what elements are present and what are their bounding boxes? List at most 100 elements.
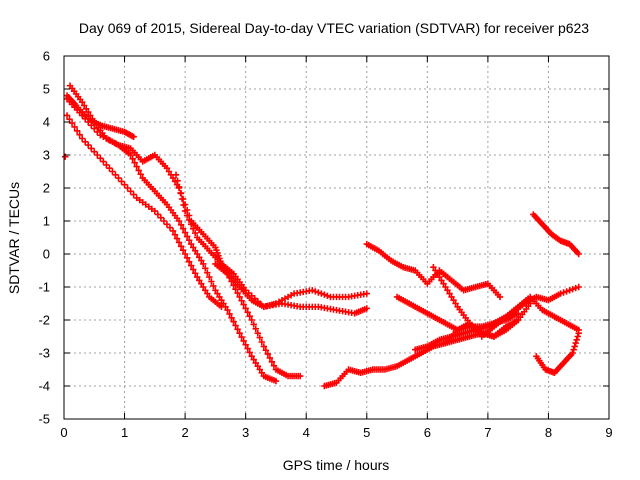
data-point <box>566 287 573 294</box>
y-tick-label: -1 <box>38 280 50 295</box>
data-point <box>180 201 187 209</box>
data-point <box>173 235 181 242</box>
data-point <box>212 287 219 294</box>
series-isolated <box>62 153 69 160</box>
data-point <box>81 138 89 145</box>
data-point <box>124 184 131 192</box>
data-point <box>127 188 134 195</box>
data-point <box>196 277 203 284</box>
data-point <box>270 362 278 369</box>
data-point <box>194 273 201 281</box>
data-point <box>256 366 263 373</box>
data-point <box>575 283 582 291</box>
data-point <box>436 273 443 281</box>
data-point <box>236 330 243 337</box>
data-point <box>165 168 173 175</box>
data-point <box>202 287 209 294</box>
data-point <box>85 108 92 116</box>
data-point <box>224 306 231 314</box>
y-tick-label: 3 <box>43 148 50 163</box>
data-point <box>85 141 92 149</box>
data-point <box>192 270 199 277</box>
data-point <box>187 221 195 228</box>
data-point <box>196 254 203 261</box>
data-point <box>169 227 177 235</box>
data-point <box>192 229 199 237</box>
data-point <box>137 171 144 178</box>
data-point <box>68 119 76 127</box>
data-point <box>157 214 165 221</box>
data-point <box>272 377 280 385</box>
y-tick-label: -2 <box>38 313 50 328</box>
data-point <box>181 250 189 258</box>
data-point <box>218 303 225 310</box>
data-point <box>163 221 171 228</box>
data-point <box>181 229 189 236</box>
x-axis-ticks: 0 1 2 3 4 5 6 7 8 9 <box>60 56 613 440</box>
data-point <box>432 267 439 274</box>
data-point <box>183 254 191 262</box>
data-point <box>226 310 233 318</box>
data-point <box>440 280 447 287</box>
data-point <box>315 289 322 296</box>
data-point <box>363 305 370 312</box>
data-point <box>575 250 582 258</box>
data-point <box>185 258 193 265</box>
data-point <box>214 290 221 297</box>
data-point <box>204 269 211 276</box>
data-point <box>127 151 134 159</box>
data-point <box>244 309 251 316</box>
data-point <box>175 217 183 225</box>
data-point <box>240 301 247 308</box>
data-point <box>200 260 207 268</box>
series-arc-10 <box>430 264 522 340</box>
data-point <box>109 168 116 175</box>
y-tick-label: -4 <box>38 379 50 394</box>
series-arc-13 <box>530 211 582 258</box>
data-point <box>78 99 86 106</box>
data-point <box>442 283 449 291</box>
data-point <box>172 171 180 178</box>
data-point <box>560 289 567 296</box>
y-tick-label: 2 <box>43 181 50 196</box>
data-point <box>244 345 251 352</box>
y-tick-label: 0 <box>43 247 50 262</box>
y-tick-label: 1 <box>43 214 50 229</box>
data-point <box>246 312 253 320</box>
x-tick-label: 2 <box>181 425 188 440</box>
data-point <box>569 349 576 357</box>
data-point <box>89 115 96 122</box>
data-point <box>135 167 142 174</box>
data-point <box>181 207 189 215</box>
data-point <box>91 148 98 155</box>
data-point <box>121 181 128 188</box>
y-tick-label: 4 <box>43 115 50 130</box>
data-point <box>571 343 578 350</box>
data-point <box>103 161 110 169</box>
data-point <box>198 257 205 264</box>
data-point <box>262 347 270 354</box>
x-tick-label: 1 <box>121 425 128 440</box>
data-point <box>238 333 245 341</box>
data-point <box>131 159 138 166</box>
data-point <box>179 225 187 232</box>
data-point <box>130 191 137 198</box>
data-point <box>129 155 136 163</box>
series-arc-3 <box>66 82 280 385</box>
data-point <box>185 237 193 244</box>
x-tick-label: 8 <box>545 425 552 440</box>
data-point <box>94 151 101 159</box>
series-arc-12 <box>442 293 582 347</box>
data-point <box>258 369 266 376</box>
data-point <box>169 174 177 182</box>
data-point <box>234 289 241 297</box>
data-point <box>177 189 184 197</box>
data-point <box>252 325 259 332</box>
series-arc-4 <box>63 112 225 310</box>
plot-frame <box>63 55 610 420</box>
data-point <box>171 231 179 238</box>
data-point <box>220 300 227 307</box>
data-point <box>218 297 225 304</box>
data-point <box>296 372 304 380</box>
